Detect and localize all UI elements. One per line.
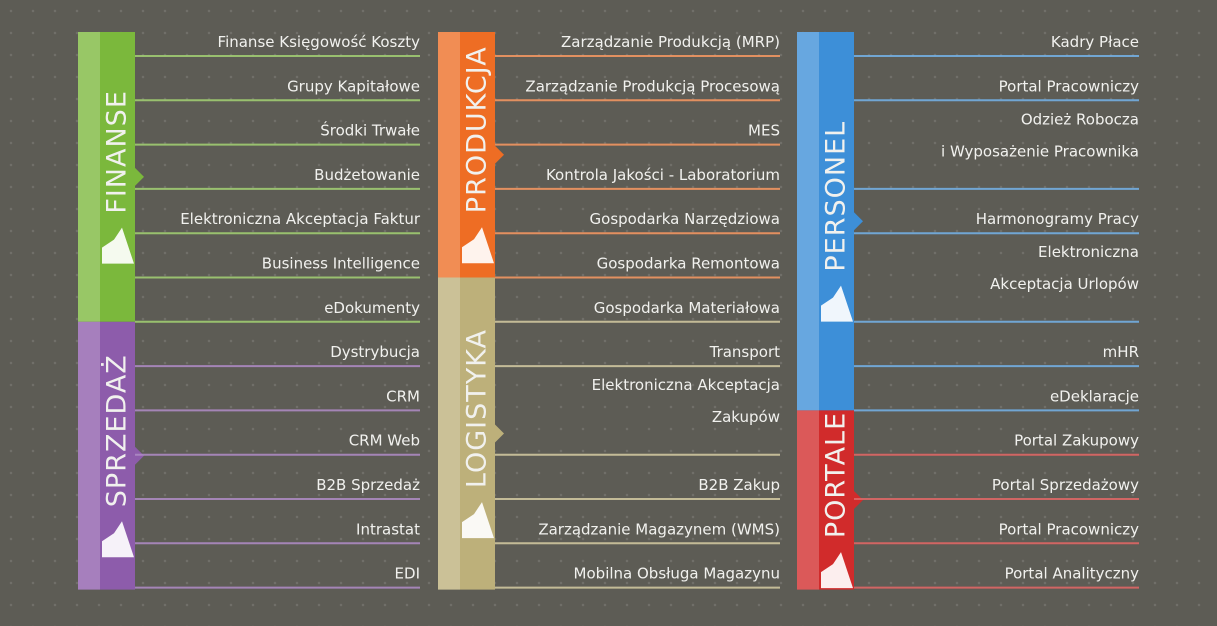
group-icon (102, 227, 134, 264)
module-group: FINANSE Finanse Księgowość Koszty Grupy Ka… (78, 32, 421, 323)
group-bar (78, 32, 135, 322)
module-item: Business Intelligence (262, 255, 420, 273)
module-item: Kontrola Jakości - Laboratorium (546, 166, 780, 184)
module-item: B2B Zakup (698, 476, 780, 494)
group-title: SPRZEDAŻ (101, 354, 133, 507)
group-bar-highlight (78, 321, 100, 590)
group-title: PERSONEL (821, 121, 852, 272)
module-item: eDokumenty (324, 299, 420, 317)
module-item: Zakupów (712, 408, 780, 426)
group-icon (102, 521, 134, 558)
module-item: Portal Pracowniczy (999, 77, 1139, 95)
group-bar-highlight (438, 277, 460, 590)
module-item: B2B Sprzedaż (316, 476, 420, 494)
module-item: Odzież Robocza (1021, 110, 1139, 128)
module-item: Transport (709, 343, 781, 361)
module-item: Elektroniczna (1038, 243, 1139, 261)
group-bar (438, 32, 495, 278)
module-group: PERSONEL Kadry Płace Portal Pracowniczy Odz… (797, 32, 1139, 412)
module-item: Grupy Kapitałowe (287, 77, 420, 95)
module-item: Finanse Księgowość Koszty (218, 33, 421, 51)
module-item: CRM (386, 387, 420, 405)
module-item: Gospodarka Remontowa (597, 255, 780, 273)
module-item: Gospodarka Materiałowa (594, 299, 780, 317)
module-item: Elektroniczna Akceptacja (592, 376, 780, 394)
module-item: Portal Zakupowy (1014, 432, 1139, 450)
group-bar-highlight (438, 32, 460, 278)
group-bar (797, 32, 854, 411)
module-item: Harmonogramy Pracy (976, 210, 1139, 228)
module-item: EDI (395, 565, 420, 583)
group-title: FINANSE (102, 90, 133, 214)
group-title: PORTALE (821, 412, 852, 538)
group-bar-highlight (78, 32, 100, 322)
group-bar-highlight (797, 32, 819, 411)
module-group: PORTALE Portal Zakupowy Portal Sprzedażowy… (797, 410, 1140, 590)
group-icon (462, 227, 494, 264)
module-group: SPRZEDAŻ Dystrybucja CRM CRM Web B2B Sprzeda… (78, 321, 420, 590)
group-icon (821, 285, 853, 322)
pointer (135, 167, 144, 186)
module-item: Zarządzanie Magazynem (WMS) (538, 520, 780, 538)
module-item: eDeklaracje (1050, 387, 1139, 405)
module-item: Budżetowanie (314, 166, 420, 184)
group-bar-highlight (797, 410, 819, 590)
group-icon (821, 552, 853, 589)
module-item: Mobilna Obsługa Magazynu (574, 565, 780, 583)
module-item: Portal Pracowniczy (999, 520, 1139, 538)
module-item: Portal Analityczny (1005, 565, 1140, 583)
module-item: Środki Trwałe (320, 121, 420, 140)
pointer (495, 145, 504, 164)
module-item: CRM Web (349, 432, 420, 450)
module-item: Akceptacja Urlopów (990, 275, 1139, 293)
pointer (854, 212, 863, 231)
group-bar (797, 410, 854, 590)
module-item: Intrastat (356, 520, 420, 538)
pointer (495, 424, 504, 443)
module-item: i Wyposażenie Pracownika (941, 142, 1139, 160)
module-group: LOGISTYKA Gospodarka Materiałowa Transport… (438, 277, 781, 590)
group-title: LOGISTYKA (462, 329, 493, 488)
module-item: Portal Sprzedażowy (992, 476, 1139, 494)
group-title: PRODUKCJA (462, 46, 493, 213)
module-group: PRODUKCJA Zarządzanie Produkcją (MRP) Zarz… (438, 32, 780, 279)
group-icon (462, 502, 494, 539)
module-item: Dystrybucja (330, 343, 420, 361)
module-item: mHR (1103, 343, 1139, 361)
module-item: Zarządzanie Produkcją Procesową (525, 77, 780, 95)
module-item: Zarządzanie Produkcją (MRP) (561, 33, 780, 51)
module-item: Kadry Płace (1051, 33, 1139, 51)
module-item: Elektroniczna Akceptacja Faktur (180, 210, 421, 228)
module-item: Gospodarka Narzędziowa (590, 210, 780, 228)
module-item: MES (748, 122, 780, 140)
